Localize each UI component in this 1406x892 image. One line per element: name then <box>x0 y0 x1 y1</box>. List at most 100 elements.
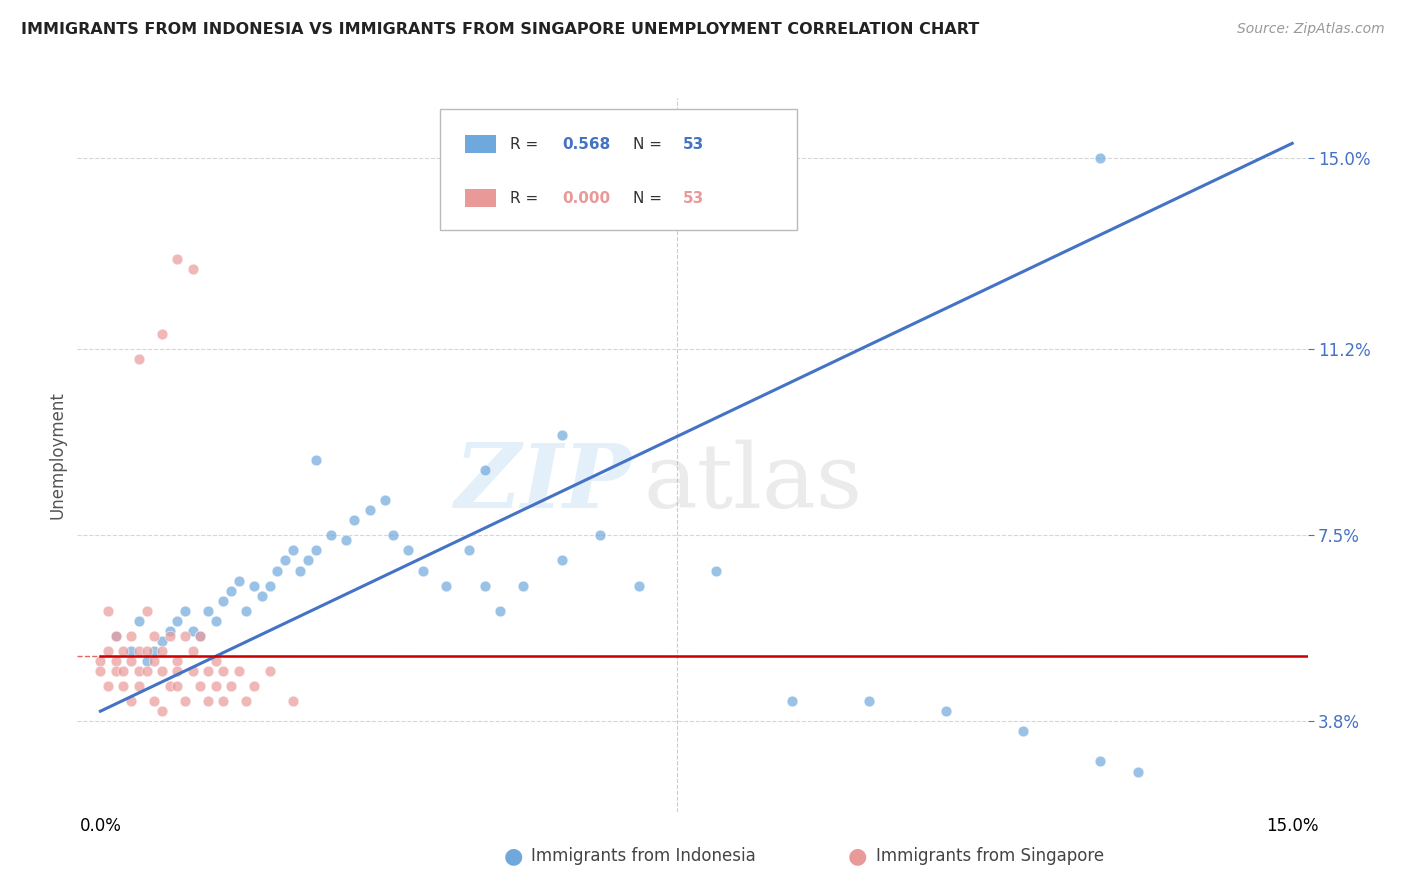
Point <box>243 578 266 592</box>
Point <box>128 664 150 678</box>
Point <box>174 629 197 643</box>
Point <box>150 633 173 648</box>
Point <box>128 644 150 658</box>
Point <box>359 503 381 517</box>
Point <box>159 629 181 643</box>
Point <box>150 327 173 342</box>
Point <box>159 679 181 693</box>
Point <box>166 679 188 693</box>
Point <box>474 578 496 592</box>
Text: 53: 53 <box>683 136 704 152</box>
Text: Immigrants from Singapore: Immigrants from Singapore <box>876 847 1104 865</box>
FancyBboxPatch shape <box>465 189 496 207</box>
Text: 0.000: 0.000 <box>562 191 610 205</box>
Point <box>212 593 235 607</box>
Point <box>128 679 150 693</box>
Point <box>97 679 120 693</box>
Point <box>858 694 880 708</box>
Point <box>181 624 204 638</box>
Point <box>1088 755 1111 769</box>
Text: R =: R = <box>510 136 544 152</box>
Point <box>319 528 342 542</box>
Point <box>212 694 235 708</box>
Point <box>181 644 204 658</box>
Point <box>150 664 173 678</box>
Point <box>120 654 142 668</box>
Point <box>135 604 157 618</box>
Point <box>250 589 273 603</box>
Point <box>104 664 127 678</box>
Point <box>458 543 481 558</box>
Point <box>512 578 534 592</box>
Point <box>128 352 150 367</box>
Point <box>627 578 650 592</box>
Point <box>343 513 366 527</box>
Point <box>159 624 181 638</box>
Point <box>412 564 434 578</box>
Point <box>489 604 512 618</box>
Point <box>297 553 319 567</box>
Point <box>259 664 281 678</box>
Point <box>188 679 212 693</box>
Point <box>143 644 166 658</box>
Point <box>188 629 212 643</box>
Point <box>551 553 574 567</box>
Text: ●: ● <box>848 847 868 866</box>
Point <box>266 564 288 578</box>
Point <box>143 694 166 708</box>
Point <box>204 654 226 668</box>
Point <box>305 453 328 467</box>
Point <box>89 664 111 678</box>
Point <box>1012 724 1035 739</box>
Text: ●: ● <box>503 847 523 866</box>
Text: Source: ZipAtlas.com: Source: ZipAtlas.com <box>1237 22 1385 37</box>
Point <box>166 614 188 628</box>
Text: IMMIGRANTS FROM INDONESIA VS IMMIGRANTS FROM SINGAPORE UNEMPLOYMENT CORRELATION : IMMIGRANTS FROM INDONESIA VS IMMIGRANTS … <box>21 22 980 37</box>
Point <box>436 578 458 592</box>
Point <box>704 564 727 578</box>
Point <box>228 664 250 678</box>
Point <box>97 604 120 618</box>
Point <box>374 493 396 508</box>
Point <box>381 528 404 542</box>
Point <box>174 604 197 618</box>
Point <box>89 654 111 668</box>
Point <box>135 664 157 678</box>
Point <box>305 543 328 558</box>
Point <box>120 694 142 708</box>
Point <box>120 644 142 658</box>
Point <box>589 528 612 542</box>
Text: 53: 53 <box>683 191 704 205</box>
Point <box>243 679 266 693</box>
Point <box>104 629 127 643</box>
Point <box>181 664 204 678</box>
Point <box>188 629 212 643</box>
Point <box>112 664 135 678</box>
FancyBboxPatch shape <box>465 136 496 153</box>
Text: R =: R = <box>510 191 544 205</box>
Point <box>259 578 281 592</box>
Point <box>474 463 496 477</box>
Point <box>135 654 157 668</box>
Point <box>204 614 226 628</box>
Point <box>143 629 166 643</box>
Point <box>104 629 127 643</box>
Point <box>212 664 235 678</box>
Point <box>274 553 297 567</box>
Point <box>335 533 357 548</box>
Point <box>174 694 197 708</box>
Point <box>166 252 188 266</box>
Point <box>396 543 419 558</box>
Text: Immigrants from Indonesia: Immigrants from Indonesia <box>531 847 756 865</box>
Point <box>782 694 804 708</box>
Point <box>551 427 574 442</box>
Point <box>135 644 157 658</box>
FancyBboxPatch shape <box>440 109 797 230</box>
Point <box>1088 152 1111 166</box>
Point <box>204 679 226 693</box>
Point <box>166 654 188 668</box>
Point <box>150 704 173 718</box>
Point <box>104 654 127 668</box>
Point <box>197 694 219 708</box>
Point <box>235 604 257 618</box>
